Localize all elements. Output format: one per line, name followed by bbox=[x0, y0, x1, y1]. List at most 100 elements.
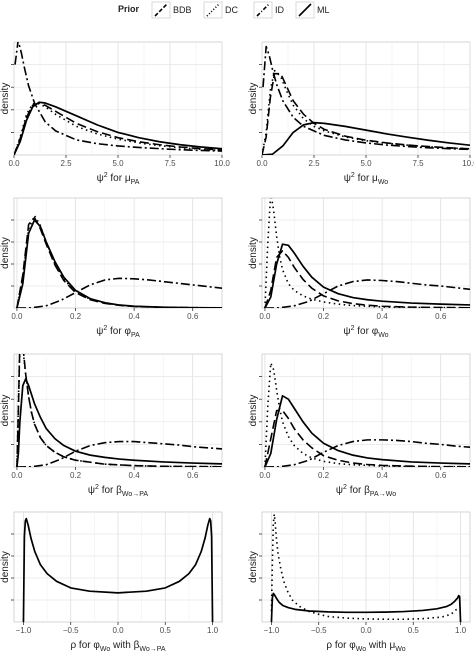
panel-psi-phi-wo: 0.0 0.2 0.4 0.6 density ψ2 for φWo bbox=[248, 197, 471, 339]
x-tick-label: 0.2 bbox=[70, 312, 82, 321]
x-tick-label: 0.6 bbox=[187, 471, 199, 480]
y-axis-label: density bbox=[0, 237, 11, 269]
series-line-id bbox=[264, 439, 470, 467]
y-axis-label: density bbox=[0, 83, 11, 115]
series-line-ml bbox=[262, 121, 470, 155]
x-tick-label: 5.0 bbox=[360, 159, 372, 168]
series-line-ml bbox=[270, 592, 462, 622]
y-axis-label: density bbox=[248, 551, 259, 583]
legend-item-bdb: BDB bbox=[151, 1, 192, 19]
legend-key-line bbox=[256, 3, 270, 17]
series-line-ml bbox=[22, 517, 214, 622]
x-tick-label: 0.4 bbox=[377, 312, 389, 321]
x-tick-label: 10.0 bbox=[214, 159, 230, 168]
x-tick-label: 0.0 bbox=[256, 159, 268, 168]
x-tick-label: 7.5 bbox=[164, 159, 176, 168]
x-axis-label: ψ2 for μWo bbox=[344, 172, 389, 186]
x-axis-label: ρ for φWo with μWo bbox=[326, 640, 405, 652]
x-tick-label: 2.5 bbox=[60, 159, 72, 168]
series-group bbox=[22, 517, 214, 622]
x-tick-label: 0.4 bbox=[129, 471, 141, 480]
y-axis-label: density bbox=[248, 83, 259, 115]
panel-rho-phi-wo-mu: −1.0 −0.5 0.0 0.5 1.0 density ρ for φWo with μ… bbox=[248, 511, 471, 652]
legend-title: Prior bbox=[118, 4, 140, 14]
series-line-dc bbox=[262, 69, 470, 155]
plot-area bbox=[13, 197, 223, 309]
x-axis-label: ρ for φWo with βWo→PA bbox=[70, 640, 165, 652]
x-tick-label: 0.0 bbox=[259, 471, 271, 480]
legend-label-bdb: BDB bbox=[173, 5, 192, 15]
legend-key-line bbox=[298, 3, 312, 17]
x-tick-label: 0.0 bbox=[259, 312, 271, 321]
series-line-id bbox=[264, 279, 470, 308]
legend-key-box bbox=[203, 1, 223, 19]
x-axis-label: ψ2 for φWo bbox=[343, 325, 388, 339]
plot-area bbox=[261, 353, 471, 468]
x-tick-label: 1.0 bbox=[455, 626, 467, 635]
x-tick-label: 0.0 bbox=[360, 626, 372, 635]
series-line-dc bbox=[264, 362, 470, 467]
x-tick-label: −1.0 bbox=[264, 626, 280, 635]
panel-psi-mu-wo: 0.0 2.5 5.0 7.5 10.0 density ψ2 for μWo bbox=[248, 41, 474, 186]
series-line-ml bbox=[264, 394, 470, 467]
legend-item-id: ID bbox=[253, 1, 285, 19]
plot-area bbox=[261, 197, 471, 309]
series-line-id bbox=[262, 45, 470, 151]
chart-panels: 0.0 2.5 5.0 7.5 10.0 density ψ2 for μPA 0.0 2.5 5… bbox=[0, 41, 474, 652]
x-tick-label: −0.5 bbox=[63, 626, 79, 635]
series-line-ml bbox=[16, 378, 222, 467]
series-group bbox=[270, 513, 462, 622]
series-line-ml bbox=[16, 219, 222, 308]
x-tick-label: 1.0 bbox=[207, 626, 219, 635]
series-line-id bbox=[16, 440, 222, 467]
series-line-ml bbox=[14, 101, 222, 155]
grid bbox=[261, 42, 471, 155]
legend-item-ml: ML bbox=[295, 1, 330, 19]
plot-area bbox=[13, 353, 223, 468]
x-tick-label: 0.2 bbox=[318, 471, 330, 480]
x-tick-label: 0.4 bbox=[377, 471, 389, 480]
y-axis-label: density bbox=[248, 395, 259, 427]
legend-item-dc: DC bbox=[203, 1, 238, 19]
x-axis-label: ψ2 for φPA bbox=[96, 325, 140, 339]
series-line-bdb bbox=[14, 102, 222, 155]
legend-label-id: ID bbox=[275, 5, 285, 15]
x-tick-label: 0.0 bbox=[11, 312, 23, 321]
grid bbox=[262, 198, 470, 308]
x-tick-label: 0.5 bbox=[408, 626, 420, 635]
x-tick-label: 10.0 bbox=[462, 159, 474, 168]
series-line-id bbox=[14, 42, 222, 152]
y-axis-label: density bbox=[0, 395, 11, 427]
x-tick-label: 0.0 bbox=[112, 626, 124, 635]
legend-label-ml: ML bbox=[317, 5, 330, 15]
panel-psi-phi-pa: 0.0 0.2 0.4 0.6 density ψ2 for φPA bbox=[0, 197, 223, 339]
x-tick-label: 0.6 bbox=[435, 312, 447, 321]
series-group bbox=[14, 42, 222, 155]
panel-rho-phi-wo-beta: −1.0 −0.5 0.0 0.5 1.0 density ρ for φWo with β… bbox=[0, 511, 223, 652]
x-tick-label: 0.6 bbox=[187, 312, 199, 321]
x-tick-label: −1.0 bbox=[16, 626, 32, 635]
panel-psi-beta-wo-pa: 0.0 0.2 0.4 0.6 density ψ2 for βWo→PA bbox=[0, 353, 223, 498]
x-tick-label: 0.0 bbox=[8, 159, 20, 168]
y-axis-label: density bbox=[0, 551, 11, 583]
legend: Prior BDB DC ID ML bbox=[118, 1, 330, 19]
series-group bbox=[262, 45, 470, 155]
x-tick-label: 0.0 bbox=[11, 471, 23, 480]
x-tick-label: −0.5 bbox=[311, 626, 327, 635]
x-tick-label: 2.5 bbox=[308, 159, 320, 168]
panel-psi-beta-pa-wo: 0.0 0.2 0.4 0.6 density ψ2 for βPA→Wo bbox=[248, 353, 471, 498]
legend-items: BDB DC ID ML bbox=[151, 1, 330, 19]
x-tick-label: 0.4 bbox=[129, 312, 141, 321]
series-line-ml bbox=[264, 243, 470, 308]
series-group bbox=[16, 354, 222, 467]
series-line-bdb bbox=[16, 354, 222, 467]
x-tick-label: 0.2 bbox=[70, 471, 82, 480]
series-line-id bbox=[16, 277, 222, 308]
x-tick-label: 5.0 bbox=[112, 159, 124, 168]
legend-label-dc: DC bbox=[225, 5, 238, 15]
legend-key-line bbox=[154, 3, 168, 17]
series-group bbox=[264, 362, 470, 467]
series-line-dc bbox=[14, 102, 222, 155]
x-tick-label: 0.5 bbox=[160, 626, 172, 635]
